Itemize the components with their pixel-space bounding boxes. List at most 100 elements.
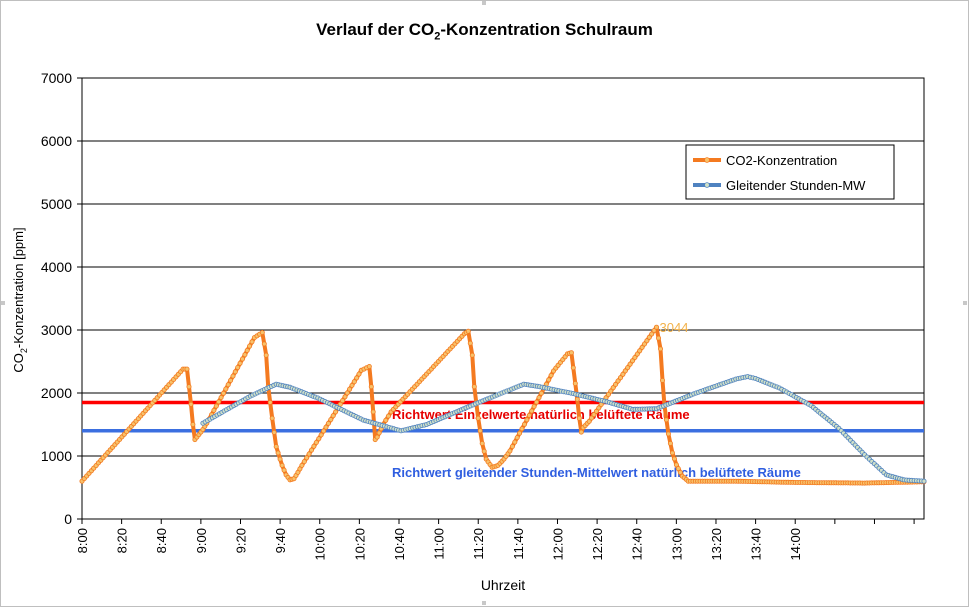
data-point bbox=[311, 443, 317, 449]
y-tick-label: 0 bbox=[64, 511, 72, 527]
x-tick-label: 8:20 bbox=[115, 528, 130, 553]
data-point bbox=[249, 339, 255, 345]
data-point bbox=[242, 352, 248, 358]
data-point bbox=[223, 386, 229, 392]
x-tick-label: 11:40 bbox=[511, 528, 526, 560]
data-point bbox=[211, 407, 217, 413]
data-point bbox=[591, 412, 597, 418]
data-point bbox=[351, 379, 357, 385]
data-point bbox=[376, 430, 382, 436]
resize-handle-left[interactable] bbox=[1, 301, 5, 305]
data-point bbox=[218, 394, 224, 400]
x-axis-label: Uhrzeit bbox=[480, 577, 526, 593]
x-tick-label: 13:40 bbox=[749, 528, 764, 561]
reference-line-label: Richtwert gleitender Stunden-Mittelwert … bbox=[392, 465, 801, 480]
data-point bbox=[313, 439, 319, 445]
legend-label: CO2-Konzentration bbox=[726, 153, 837, 168]
data-point bbox=[235, 364, 241, 370]
data-point bbox=[646, 334, 652, 340]
data-point bbox=[220, 390, 226, 396]
data-point bbox=[531, 403, 537, 409]
x-tick-label: 12:40 bbox=[630, 528, 645, 561]
y-tick-label: 4000 bbox=[41, 259, 72, 275]
x-tick-label: 9:00 bbox=[194, 528, 209, 553]
x-tick-label: 10:20 bbox=[352, 528, 367, 561]
data-point bbox=[225, 382, 231, 388]
y-tick-label: 3000 bbox=[41, 322, 72, 338]
legend: CO2-Konzentration Gleitender Stunden-MW bbox=[685, 144, 895, 200]
data-point bbox=[213, 403, 219, 409]
legend-marker bbox=[704, 182, 710, 188]
x-tick-label: 10:00 bbox=[313, 528, 328, 561]
legend-box bbox=[685, 144, 895, 200]
data-point bbox=[620, 371, 626, 377]
data-point bbox=[306, 451, 312, 457]
data-point bbox=[593, 408, 599, 414]
data-point bbox=[347, 386, 353, 392]
data-point bbox=[247, 343, 253, 349]
data-point bbox=[184, 366, 190, 372]
data-point bbox=[273, 444, 279, 450]
data-point bbox=[356, 371, 362, 377]
x-tick-label: 11:00 bbox=[432, 528, 447, 560]
y-tick-label: 6000 bbox=[41, 133, 72, 149]
legend-marker bbox=[704, 157, 710, 163]
data-point bbox=[526, 412, 532, 418]
data-point bbox=[383, 417, 389, 423]
data-point bbox=[271, 429, 277, 435]
data-point bbox=[642, 341, 648, 347]
data-point bbox=[237, 360, 243, 366]
resize-handle-top[interactable] bbox=[482, 1, 486, 5]
x-tick-label: 13:00 bbox=[669, 528, 684, 561]
data-point bbox=[514, 435, 520, 441]
x-tick-label: 8:00 bbox=[75, 528, 90, 553]
data-point bbox=[465, 328, 471, 334]
data-point bbox=[651, 328, 657, 334]
data-point bbox=[277, 456, 283, 462]
data-point bbox=[634, 351, 640, 357]
resize-handle-bottom[interactable] bbox=[482, 601, 486, 605]
series-2 bbox=[200, 374, 927, 484]
data-point bbox=[374, 434, 380, 440]
data-point bbox=[244, 347, 250, 353]
data-point bbox=[279, 462, 285, 468]
data-point bbox=[578, 429, 584, 435]
data-point bbox=[325, 420, 331, 426]
x-tick-label: 14:00 bbox=[788, 528, 803, 561]
data-point bbox=[632, 354, 638, 360]
data-point bbox=[625, 365, 631, 371]
data-point bbox=[673, 462, 679, 468]
data-point bbox=[671, 456, 677, 462]
resize-handle-right[interactable] bbox=[963, 301, 967, 305]
data-point bbox=[263, 352, 269, 358]
data-point bbox=[572, 380, 578, 386]
data-point bbox=[190, 421, 196, 427]
data-point bbox=[385, 413, 391, 419]
data-point bbox=[548, 372, 554, 378]
data-point bbox=[570, 365, 576, 371]
data-point bbox=[230, 373, 236, 379]
data-point bbox=[316, 436, 322, 442]
data-point bbox=[368, 384, 374, 390]
data-point bbox=[512, 439, 518, 445]
data-point bbox=[576, 415, 582, 421]
data-point bbox=[342, 394, 348, 400]
data-label: 3044 bbox=[660, 320, 689, 335]
data-point bbox=[370, 409, 376, 415]
data-point bbox=[921, 478, 927, 484]
data-point bbox=[649, 331, 655, 337]
data-point bbox=[349, 382, 355, 388]
data-point bbox=[536, 395, 542, 401]
data-point bbox=[529, 408, 535, 414]
data-point bbox=[186, 384, 192, 390]
data-point bbox=[596, 405, 602, 411]
data-point bbox=[658, 346, 664, 352]
data-point bbox=[615, 378, 621, 384]
data-point bbox=[574, 396, 580, 402]
data-point bbox=[477, 428, 483, 434]
legend-label: Gleitender Stunden-MW bbox=[726, 178, 866, 193]
data-point bbox=[261, 341, 267, 347]
data-point bbox=[546, 377, 552, 383]
data-point bbox=[568, 350, 574, 356]
data-point bbox=[610, 385, 616, 391]
